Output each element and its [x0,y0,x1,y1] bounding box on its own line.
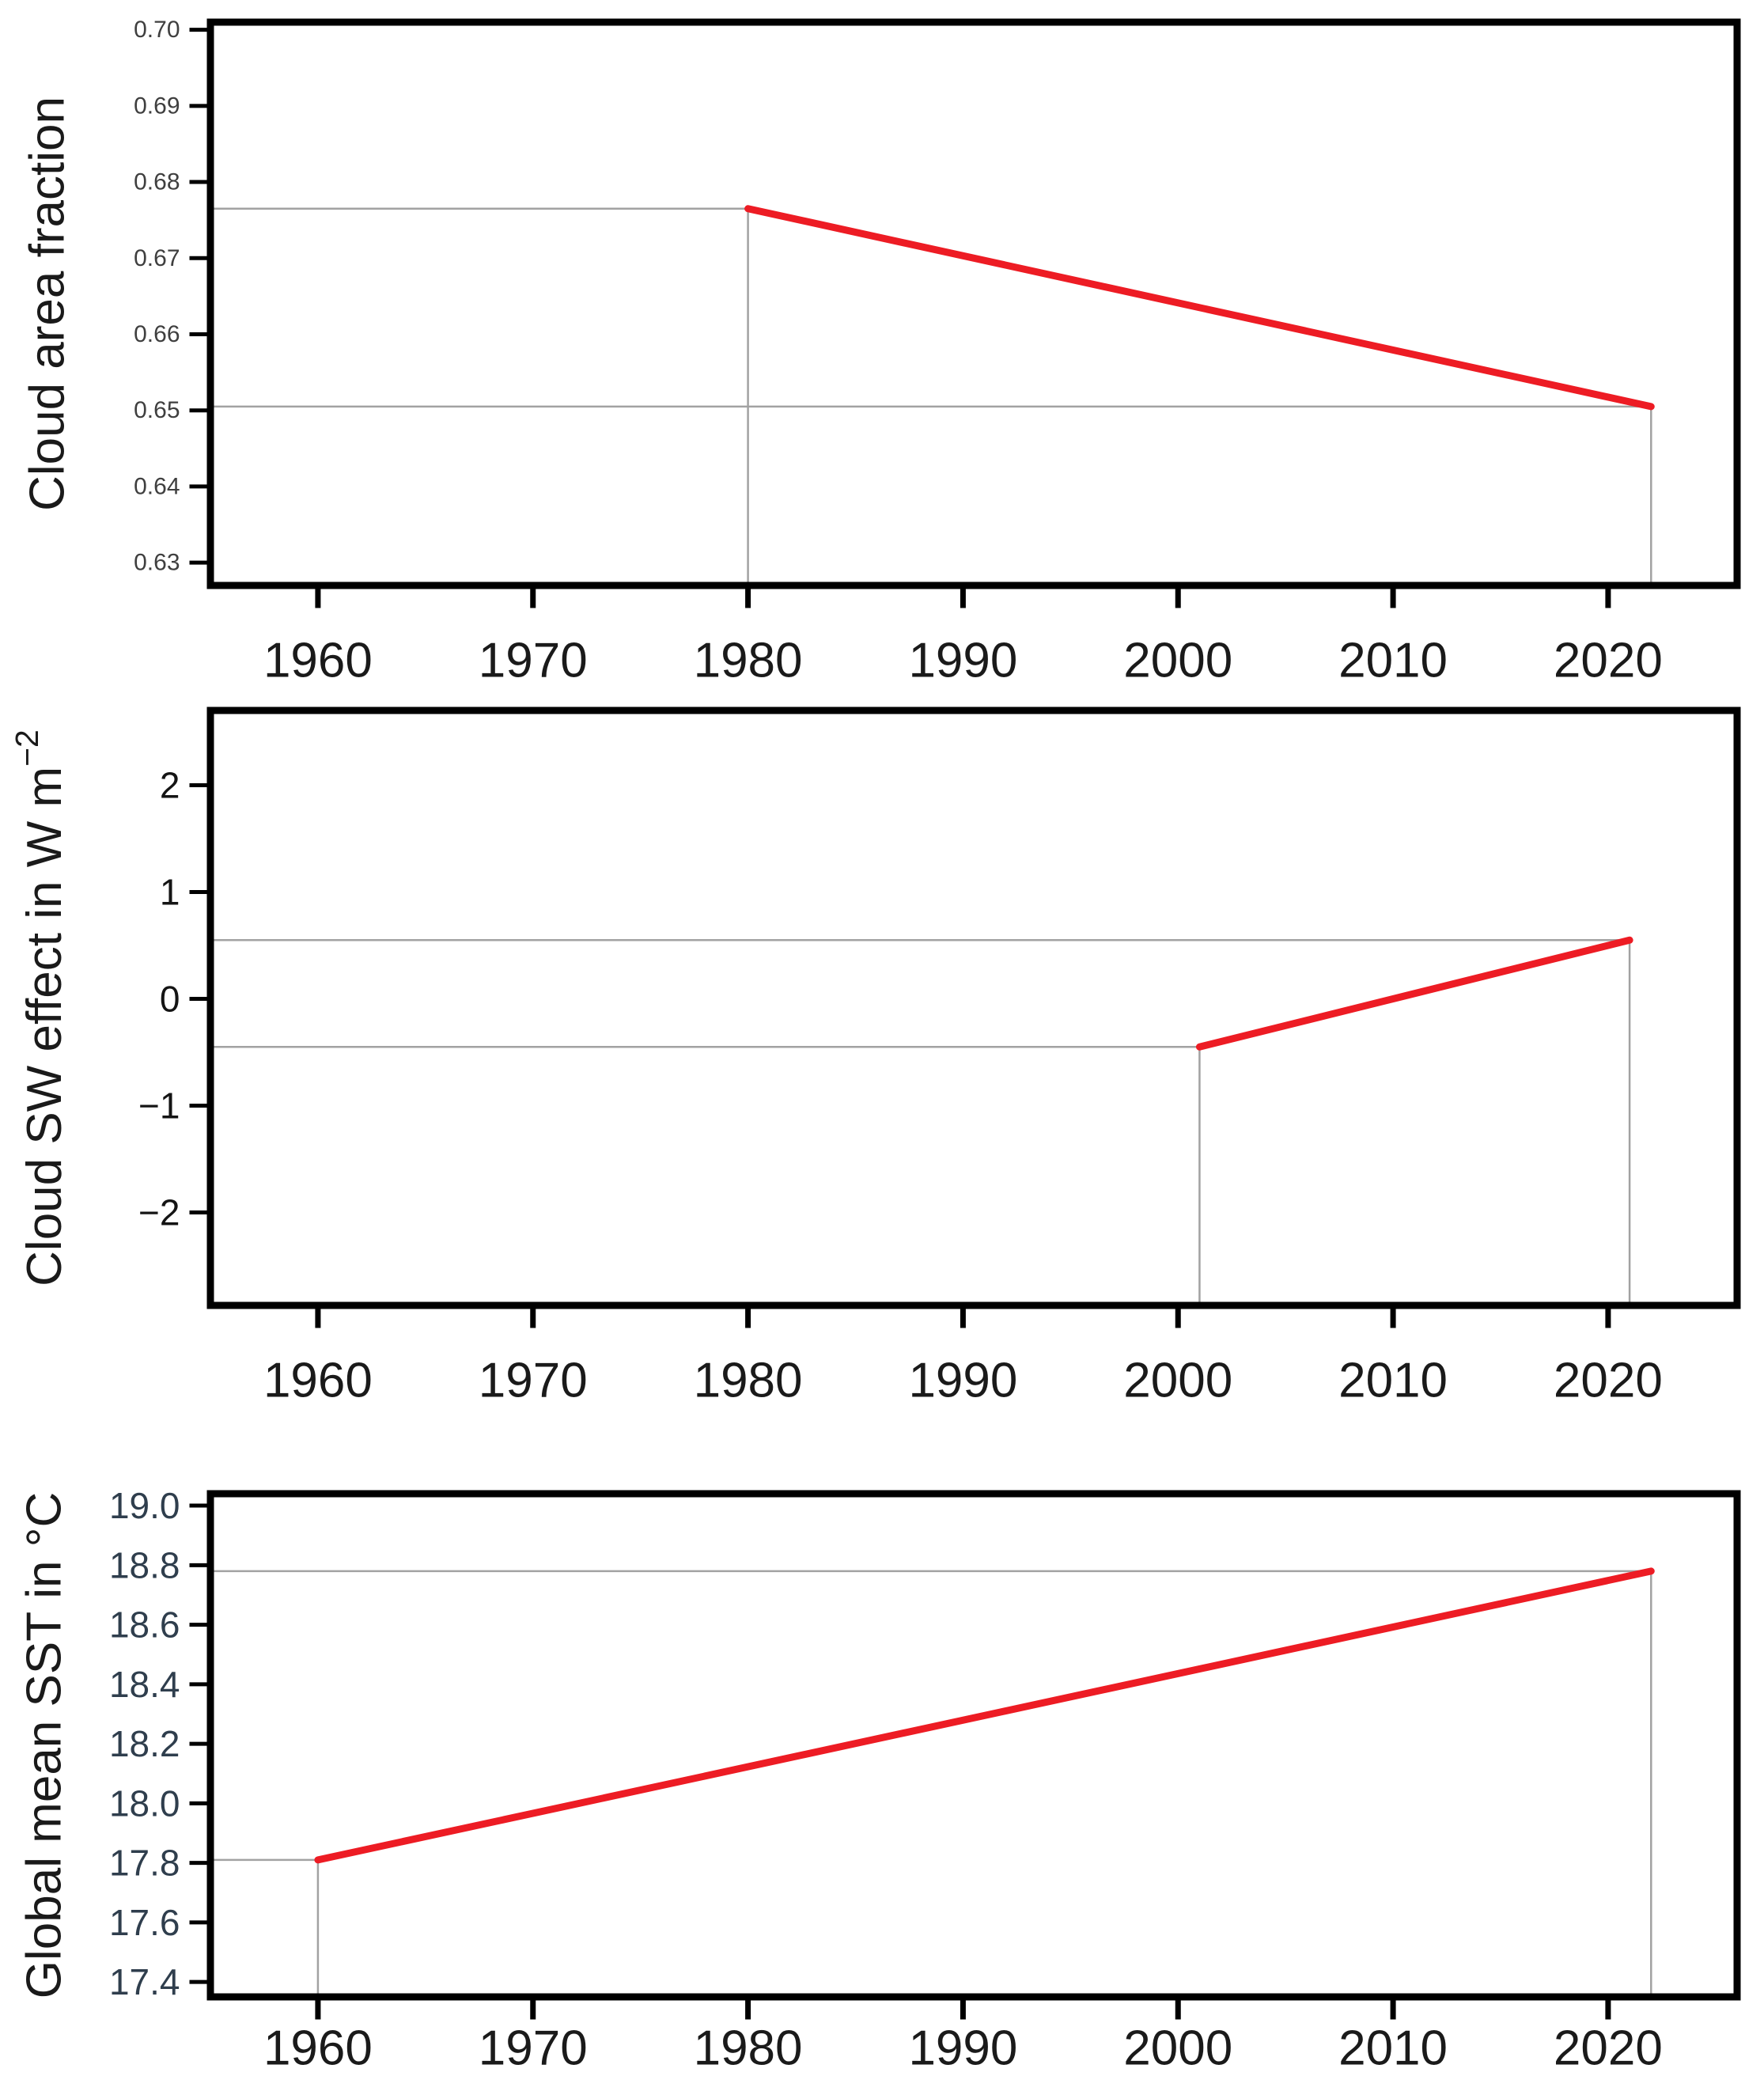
x-tick-label: 1980 [694,634,803,688]
y-tick-label: 18.2 [109,1723,180,1764]
y-tick-label: 17.8 [109,1843,180,1884]
x-tick-label: 1960 [263,1354,373,1408]
x-tick-label: 2020 [1554,1354,1663,1408]
plot-border [206,707,1741,1309]
y-tick-label: −2 [138,1192,180,1233]
y-tick-label: 0.68 [134,169,180,195]
y-tick-label: 17.6 [109,1902,180,1943]
x-tick-label: 1990 [908,634,1017,688]
y-axis-title: Cloud area fraction [21,97,75,511]
panel-cloud-sw-effect: 1960 1970 1980 1990 2000 2010 2020 −2 −1 0 1 2 Cloud… [9,707,1741,1408]
y-tick-label: 0 [160,979,180,1020]
y-tick-label: 0.63 [134,550,180,576]
y-tick-label: 0.70 [134,17,180,43]
y-axis-title: Global mean SST in °C [17,1492,72,1999]
x-tick-label: 2000 [1123,2021,1232,2073]
y-axis-title: Cloud SW effect in W m−2 [9,729,72,1286]
x-tick-label: 2020 [1554,2021,1663,2073]
x-tick-label: 1970 [479,634,588,688]
y-tick-label: −1 [138,1085,180,1127]
y-tick-label: 0.67 [134,245,180,271]
x-tick-label: 1990 [908,2021,1017,2073]
y-tick-label: 2 [160,765,180,806]
x-tick-label: 1970 [479,2021,588,2073]
plot-border [206,18,1741,589]
x-tick-label: 2000 [1123,1354,1232,1408]
y-tick-label: 18.6 [109,1604,180,1646]
panel-cloud-area-fraction: 1960 1970 1980 1990 2000 2010 2020 0.63 0.64 0.65… [21,17,1741,688]
plot-border [206,1490,1741,2001]
y-tick-label: 18.8 [109,1544,180,1585]
y-tick-label: 1 [160,872,180,913]
x-tick-label: 2010 [1338,1354,1448,1408]
y-tick-label: 0.65 [134,397,180,423]
y-tick-label: 19.0 [109,1485,180,1526]
trend-line [744,205,1655,411]
x-tick-label: 2020 [1554,634,1663,688]
x-tick-label: 1960 [263,634,373,688]
x-tick-label: 1960 [263,2021,373,2073]
trend-line [1195,936,1633,1051]
x-tick-label: 1980 [694,2021,803,2073]
x-tick-label: 1980 [694,1354,803,1408]
y-tick-label: 0.69 [134,93,180,119]
y-tick-label: 0.64 [134,473,180,499]
y-tick-label: 18.4 [109,1664,180,1705]
x-tick-label: 2010 [1338,2021,1448,2073]
y-tick-label: 18.0 [109,1782,180,1824]
x-tick-label: 1970 [479,1354,588,1408]
x-tick-label: 2010 [1338,634,1448,688]
trend-line [314,1567,1655,1864]
x-tick-label: 1990 [908,1354,1017,1408]
panel-global-mean-sst: 1960 1970 1980 1990 2000 2010 2020 17.4 17.6 17.8… [17,1485,1741,2076]
x-tick-label: 2000 [1123,634,1232,688]
y-tick-label: 0.66 [134,321,180,347]
y-tick-label: 17.4 [109,1961,180,2002]
